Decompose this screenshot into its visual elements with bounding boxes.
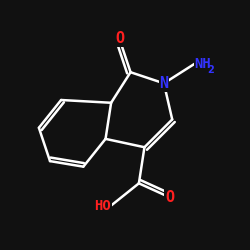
Text: NH: NH (194, 57, 211, 71)
Text: O: O (115, 32, 124, 46)
Text: N: N (159, 76, 168, 91)
Text: O: O (165, 190, 174, 205)
Text: HO: HO (94, 198, 111, 212)
Text: 2: 2 (207, 65, 214, 75)
